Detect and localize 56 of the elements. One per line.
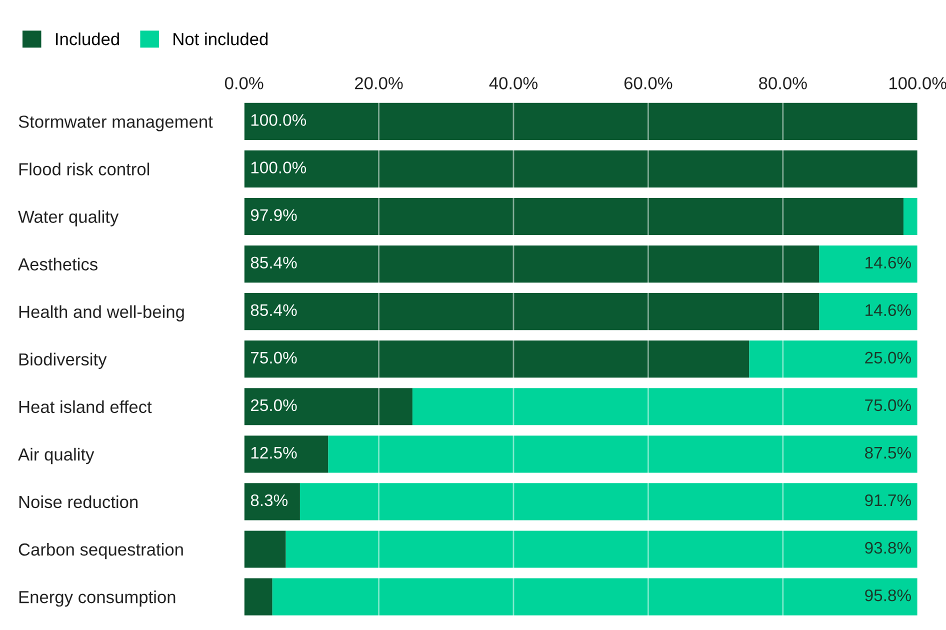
bar [244,483,300,520]
bar [903,198,918,236]
bar [328,436,918,473]
data-label: 14.6% [866,256,911,268]
data-label: 93.8% [865,542,911,554]
data-label: 85.4% [250,304,297,316]
bar [749,340,918,378]
x-tick-label: 100.0% [890,77,946,90]
x-tick-label: 60.0% [624,77,672,90]
data-label: 97.9% [250,209,297,221]
data-label: 95.8% [865,589,911,602]
data-label: 75.0% [250,352,297,364]
y-tick-label: Health and well-being [19,305,184,322]
data-label: 85.4% [250,256,297,268]
bar [412,388,918,426]
y-tick-label: Aesthetics [18,258,98,270]
data-label: 25.0% [250,399,297,412]
x-tick-label: 0.0% [224,77,264,90]
bar [244,388,412,426]
data-label: 75.0% [865,399,911,412]
bar [300,483,918,520]
bar [244,293,820,330]
legend-label: Included [56,32,119,46]
y-tick-label: Air quality [18,448,94,464]
data-label: 14.6% [866,304,911,316]
data-label: 100.0% [251,162,306,174]
x-tick-label: 80.0% [759,77,807,90]
y-tick-label: Heat island effect [19,400,152,414]
bar [244,102,918,140]
data-label: 8.3% [250,494,288,506]
bar [244,245,820,283]
bar [272,578,918,616]
bar [819,293,918,330]
y-tick-label: Carbon sequestration [18,542,183,560]
bar [819,245,918,283]
x-tick-label: 20.0% [355,77,403,90]
data-label: 25.0% [865,352,911,364]
y-tick-label: Flood risk control [19,162,150,176]
bar [244,530,286,568]
data-label: 100.0% [251,114,306,126]
y-tick-label: Stormwater management [18,116,213,132]
bar [286,530,918,568]
bar [244,150,918,188]
y-tick-label: Water quality [18,210,119,226]
y-tick-label: Noise reduction [19,495,138,508]
data-label: 12.5% [251,446,297,459]
x-tick-label: 40.0% [489,77,538,90]
data-label: 91.7% [865,494,911,506]
data-label: 87.5% [865,446,911,459]
bar [244,578,272,616]
bar [244,340,750,378]
y-tick-label: Energy consumption [19,590,176,607]
bar [244,436,328,473]
legend-label: Not included [174,32,268,46]
bar [244,198,904,236]
y-tick-label: Biodiversity [19,352,107,369]
